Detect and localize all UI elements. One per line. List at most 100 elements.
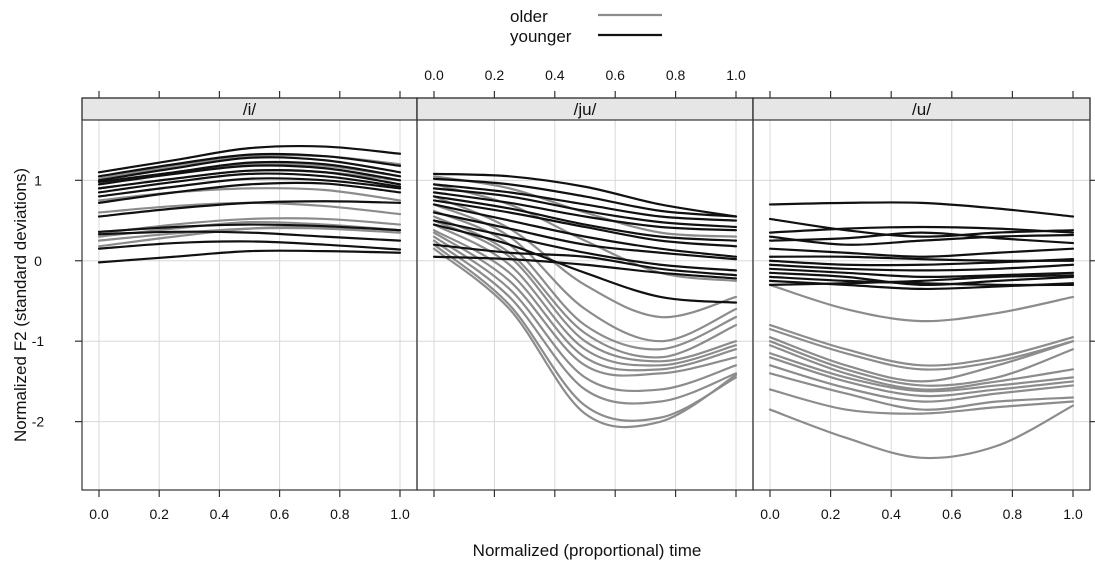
series-line-older [432,183,738,282]
series-line-younger [97,240,402,251]
x-tick-label: 1.0 [726,67,746,83]
x-tick-label: 0.8 [1003,506,1023,522]
legend: older younger [510,7,662,46]
panel-strip-label: /u/ [912,100,931,119]
x-tick-label: 0.0 [424,67,444,83]
series-line-older [768,356,1075,398]
x-tick-label: 0.2 [485,67,505,83]
series-line-younger [432,172,738,218]
panel-strip-label: /ju/ [574,100,597,119]
series-line-younger [768,274,1075,286]
plot-area: /i/0.0 0.2 0.4 0.6 0.8 1.0/ju/0.0 0.2 0.4 0.6 0.8… [32,67,1095,522]
series-line-younger [97,144,402,174]
x-tick-label: 0.0 [760,506,780,522]
series-line-younger [432,177,738,218]
panel-3: /u/0.0 0.2 0.4 0.6 0.8 1.0 [752,91,1091,522]
series-line-older [768,352,1075,393]
panel-2: /ju/0.0 0.2 0.4 0.6 0.8 1.0 [416,67,754,497]
x-tick-label: 0.4 [210,506,230,522]
series-line-older [432,209,738,351]
x-tick-label: 0.0 [89,506,109,522]
legend-label-younger: younger [510,27,572,46]
series-line-older [432,223,738,367]
series-line-younger [432,255,738,280]
series-line-younger [768,271,1075,287]
series-line-older [97,220,402,238]
series-line-younger [97,169,402,190]
series-line-older [768,344,1075,391]
series-line-younger [97,230,402,242]
x-axis-title: Normalized (proportional) time [473,541,702,560]
series-line-younger [768,263,1075,272]
series-line-older [768,340,1075,387]
y-axis-title: Normalized F2 (standard deviations) [11,168,30,442]
series-line-younger [432,191,738,232]
x-tick-label: 0.6 [605,67,625,83]
series-line-younger [432,199,738,248]
x-tick-label: 0.6 [942,506,962,522]
series-line-older [768,324,1075,367]
series-line-older [432,219,738,363]
legend-label-older: older [510,7,548,26]
series-line-older [768,328,1075,371]
series-line-younger [432,183,738,222]
series-line-younger [97,152,402,178]
series-line-younger [768,258,1075,267]
series-line-younger [432,211,738,261]
series-line-older [768,364,1075,403]
x-tick-label: 0.4 [545,67,565,83]
series-line-younger [432,223,738,304]
series-line-older [432,247,738,429]
x-tick-label: 0.2 [821,506,841,522]
series-line-older [432,229,738,372]
series-line-older [768,404,1075,460]
series-line-older [432,175,738,238]
series-line-younger [768,247,1075,258]
x-tick-label: 0.4 [881,506,901,522]
x-tick-label: 0.8 [666,67,686,83]
y-tick-label: -2 [32,414,45,430]
series-line-younger [97,200,402,218]
series-line-younger [97,164,402,186]
series-line-younger [97,177,402,198]
series-line-younger [432,195,738,242]
series-line-older [432,243,738,422]
series-line-younger [768,267,1075,279]
series-line-younger [97,172,402,194]
panel-border [416,97,754,491]
x-tick-label: 1.0 [1063,506,1083,522]
y-tick-label: 0 [34,253,42,269]
x-tick-label: 0.6 [270,506,290,522]
panel-1: /i/0.0 0.2 0.4 0.6 0.8 1.0 [81,91,418,522]
x-tick-label: 1.0 [390,506,410,522]
series-line-younger [768,201,1075,218]
series-line-younger [432,219,738,272]
series-line-older [768,283,1075,323]
series-line-older [432,239,738,405]
panel-strip-label: /i/ [243,100,257,119]
series-line-younger [97,160,402,184]
series-line-younger [768,217,1075,238]
panel-border [752,97,1091,491]
series-line-younger [768,225,1075,234]
x-tick-label: 0.2 [149,506,169,522]
series-line-younger [97,249,402,264]
series-line-older [768,388,1075,415]
series-line-older [432,231,738,377]
x-tick-label: 0.8 [330,506,350,522]
series-line-younger [97,156,402,182]
series-line-younger [432,187,738,229]
series-line-younger [432,203,738,258]
series-line-younger [97,223,402,233]
series-line-older [97,217,402,235]
y-tick-label: -1 [32,333,45,349]
series-line-older [768,372,1075,411]
series-line-younger [432,243,738,277]
series-line-younger [97,181,402,204]
series-line-older [768,336,1075,383]
series-line-younger [768,233,1075,246]
y-tick-label: 1 [34,172,42,188]
series-line-older [432,235,738,393]
series-line-younger [768,231,1075,245]
